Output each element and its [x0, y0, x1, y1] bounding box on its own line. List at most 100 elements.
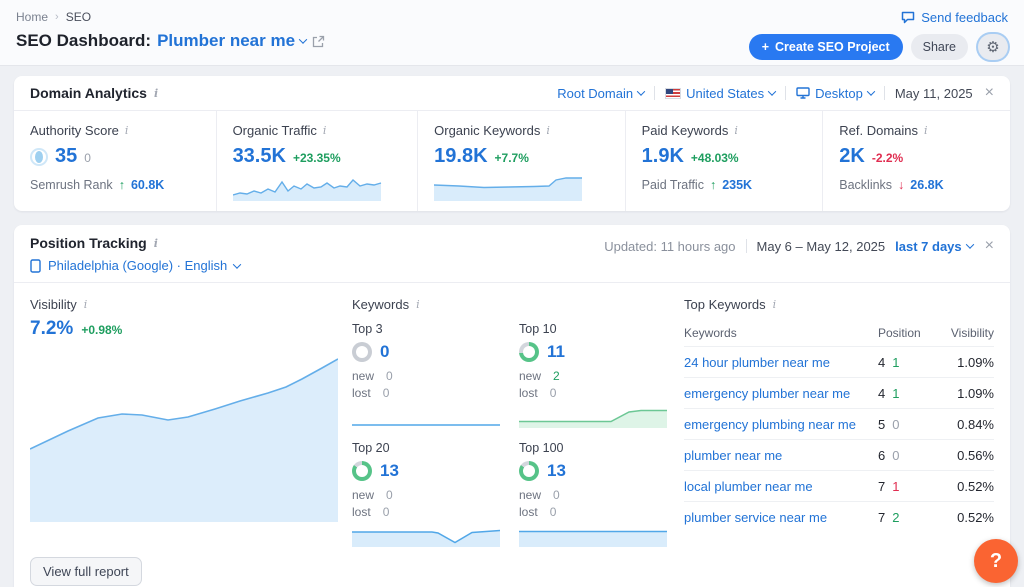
project-selector[interactable]: Plumber near me — [157, 31, 308, 51]
position-change: 1 — [892, 385, 900, 401]
position-change: 0 — [892, 447, 900, 463]
info-icon[interactable]: i — [83, 298, 88, 311]
top-100-count: 13 — [547, 461, 566, 480]
keyword-link[interactable]: local plumber near me — [684, 478, 813, 494]
backlinks-value[interactable]: 26.8K — [910, 178, 944, 192]
top-3-lost: 0 — [382, 386, 390, 400]
send-feedback-label: Send feedback — [921, 10, 1008, 25]
top-20-count: 13 — [380, 461, 399, 480]
paid-keywords-label: Paid Keywords i — [641, 123, 738, 138]
settings-button[interactable]: ⚙ — [978, 34, 1008, 60]
visibility-value: 0.52% — [957, 509, 994, 525]
paid-keywords-card: Paid Keywords i 1.9K +48.03% Paid Traffi… — [624, 111, 823, 211]
topbar: Home › SEO SEO Dashboard: Plumber near m… — [0, 0, 1024, 66]
page-title: SEO Dashboard: Plumber near me — [16, 31, 325, 51]
col-keywords: Keywords — [684, 326, 737, 340]
position-change: 1 — [892, 354, 900, 370]
scope-label: Root Domain — [557, 85, 634, 101]
close-icon[interactable]: × — [984, 84, 994, 101]
top-10-new: 2 — [553, 369, 560, 383]
breadcrumb-home[interactable]: Home — [16, 10, 49, 24]
chevron-down-icon — [965, 240, 974, 249]
organic-traffic-card: Organic Traffic i 33.5K +23.35% — [215, 111, 418, 211]
paid-traffic-row: Paid Traffic ↑ 235K — [641, 178, 753, 192]
top-20-new: 0 — [386, 488, 393, 502]
donut-chart-icon — [352, 342, 372, 362]
semrush-rank-value[interactable]: 60.8K — [130, 178, 165, 192]
gear-icon: ⚙ — [986, 39, 1000, 56]
info-icon[interactable]: i — [124, 124, 129, 137]
organic-traffic-sparkline — [232, 179, 381, 201]
col-visibility: Visibility — [950, 326, 994, 340]
topbar-left: Home › SEO SEO Dashboard: Plumber near m… — [16, 10, 325, 65]
top-keywords-label: Top Keywords i — [684, 297, 777, 312]
send-feedback-link[interactable]: Send feedback — [901, 10, 1008, 25]
breadcrumb-separator-icon: › — [55, 11, 59, 23]
organic-traffic-label: Organic Traffic i — [232, 123, 327, 138]
device-dropdown[interactable]: Desktop — [796, 86, 876, 101]
scope-dropdown[interactable]: Root Domain — [557, 85, 646, 101]
info-icon[interactable]: i — [153, 236, 158, 250]
campaign-selector[interactable]: Philadelphia (Google) · English — [30, 258, 242, 273]
info-icon[interactable]: i — [772, 298, 777, 311]
position-tracking-body: Visibility i 7.2% +0.98% Keywords i — [14, 283, 1010, 547]
chevron-down-icon — [767, 87, 777, 96]
create-seo-project-button[interactable]: + Create SEO Project — [748, 34, 903, 60]
authority-score-label: Authority Score i — [30, 123, 129, 138]
keyword-link[interactable]: plumber near me — [684, 447, 783, 463]
view-full-report-button[interactable]: View full report — [30, 557, 142, 586]
visibility-trend-chart — [30, 358, 338, 522]
close-icon[interactable]: × — [984, 237, 994, 254]
domain-analytics-metrics: Authority Score i 35 0 Semrush Rank ↑ 60… — [14, 111, 1010, 211]
share-button[interactable]: Share — [910, 34, 968, 60]
info-icon[interactable]: i — [416, 298, 420, 311]
info-icon[interactable]: i — [322, 124, 327, 137]
external-link-icon[interactable] — [312, 35, 325, 48]
chevron-down-icon — [866, 87, 876, 96]
bucket-top-10: Top 10 11 new 2 lost 0 — [519, 322, 672, 428]
arrow-down-icon: ↓ — [898, 178, 905, 192]
feedback-bubble-icon — [902, 11, 915, 24]
breadcrumb: Home › SEO — [16, 10, 325, 24]
visibility-value: 1.09% — [957, 385, 994, 401]
info-icon[interactable]: i — [734, 124, 738, 137]
divider — [883, 86, 885, 100]
plus-icon: + — [761, 40, 769, 54]
paid-keywords-value: 1.9K — [641, 145, 684, 167]
us-flag-icon — [665, 87, 682, 99]
info-icon[interactable]: i — [924, 124, 928, 137]
domain-analytics-header: Domain Analytics i Root Domain United St… — [14, 76, 1010, 111]
position-value: 6 — [878, 447, 886, 463]
donut-chart-icon — [519, 342, 539, 362]
range-dropdown[interactable]: last 7 days — [895, 239, 974, 254]
help-button[interactable]: ? — [974, 539, 1018, 583]
info-icon[interactable]: i — [546, 124, 550, 137]
paid-traffic-value[interactable]: 235K — [722, 178, 753, 192]
position-change: 1 — [892, 478, 900, 494]
mobile-device-icon — [30, 258, 41, 273]
position-tracking-header: Position Tracking i Philadelphia (Google… — [14, 225, 1010, 283]
authority-score-value: 35 — [55, 145, 78, 167]
organic-traffic-value: 33.5K — [232, 145, 286, 167]
top-20-lost: 0 — [382, 505, 390, 519]
domain-analytics-title-text: Domain Analytics — [30, 85, 147, 101]
bucket-top-3: Top 3 0 new 0 lost 0 — [352, 322, 505, 428]
info-icon[interactable]: i — [153, 86, 159, 100]
position-value: 4 — [878, 354, 886, 370]
visibility-value: 1.09% — [957, 354, 994, 370]
action-buttons: + Create SEO Project Share ⚙ — [748, 34, 1008, 60]
country-dropdown[interactable]: United States — [665, 86, 777, 101]
keyword-link[interactable]: emergency plumbing near me — [684, 416, 856, 432]
organic-keywords-change: +7.7% — [494, 151, 529, 165]
organic-keywords-card: Organic Keywords i 19.8K +7.7% — [417, 111, 625, 211]
keyword-link[interactable]: 24 hour plumber near me — [684, 354, 830, 370]
keyword-link[interactable]: plumber service near me — [684, 509, 828, 525]
bucket-top-20: Top 20 13 new 0 lost 0 — [352, 441, 505, 547]
arrow-up-icon: ↑ — [118, 178, 125, 192]
keywords-label: Keywords i — [352, 297, 420, 312]
keyword-link[interactable]: emergency plumber near me — [684, 385, 851, 401]
